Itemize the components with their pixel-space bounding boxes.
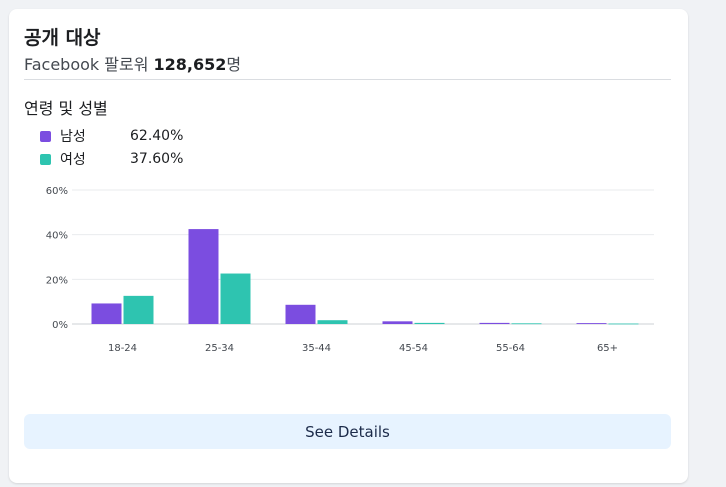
- legend-label: 여성: [60, 152, 86, 168]
- bar: [414, 322, 445, 324]
- follower-label: Facebook 팔로워: [24, 55, 154, 74]
- bar: [576, 323, 607, 324]
- card-title: 공개 대상: [24, 27, 101, 49]
- x-tick-label: 25-34: [205, 343, 234, 354]
- y-tick-label: 40%: [46, 231, 68, 242]
- follower-count: 128,652: [153, 55, 227, 74]
- divider: [24, 79, 671, 80]
- bar: [382, 321, 413, 324]
- legend-value: 62.40%: [130, 128, 184, 144]
- bar: [123, 295, 154, 324]
- legend-value: 37.60%: [130, 151, 184, 167]
- female-swatch-icon: [40, 153, 51, 165]
- x-tick-label: 55-64: [496, 343, 525, 354]
- y-tick-label: 60%: [46, 186, 68, 197]
- section-title: 연령 및 성별: [24, 99, 108, 118]
- x-tick-label: 45-54: [399, 343, 428, 354]
- bar: [479, 322, 510, 324]
- bar: [220, 273, 251, 324]
- bar: [317, 320, 348, 324]
- audience-card: 공개 대상 Facebook 팔로워 128,652명 연령 및 성별 남성 6…: [9, 9, 688, 483]
- see-details-button[interactable]: See Details: [24, 414, 671, 449]
- x-tick-label: 35-44: [302, 343, 331, 354]
- legend-item-female: 여성 37.60%: [40, 149, 183, 169]
- y-tick-label: 0%: [52, 320, 68, 331]
- bar: [285, 304, 316, 324]
- bar: [91, 303, 122, 324]
- bar: [511, 323, 542, 325]
- y-tick-label: 20%: [46, 275, 68, 286]
- x-tick-label: 18-24: [108, 343, 137, 354]
- follower-summary: Facebook 팔로워 128,652명: [24, 51, 241, 75]
- legend-item-male: 남성 62.40%: [40, 126, 183, 146]
- bar: [608, 323, 639, 325]
- x-tick-label: 65+: [597, 343, 618, 354]
- follower-unit: 명: [226, 55, 242, 74]
- male-swatch-icon: [40, 130, 51, 142]
- age-gender-chart: 60% 40% 20% 0% 18-24 25-34 35-44 45-54 55-64 65+: [46, 186, 654, 354]
- legend-label: 남성: [60, 129, 86, 145]
- bar: [188, 229, 219, 324]
